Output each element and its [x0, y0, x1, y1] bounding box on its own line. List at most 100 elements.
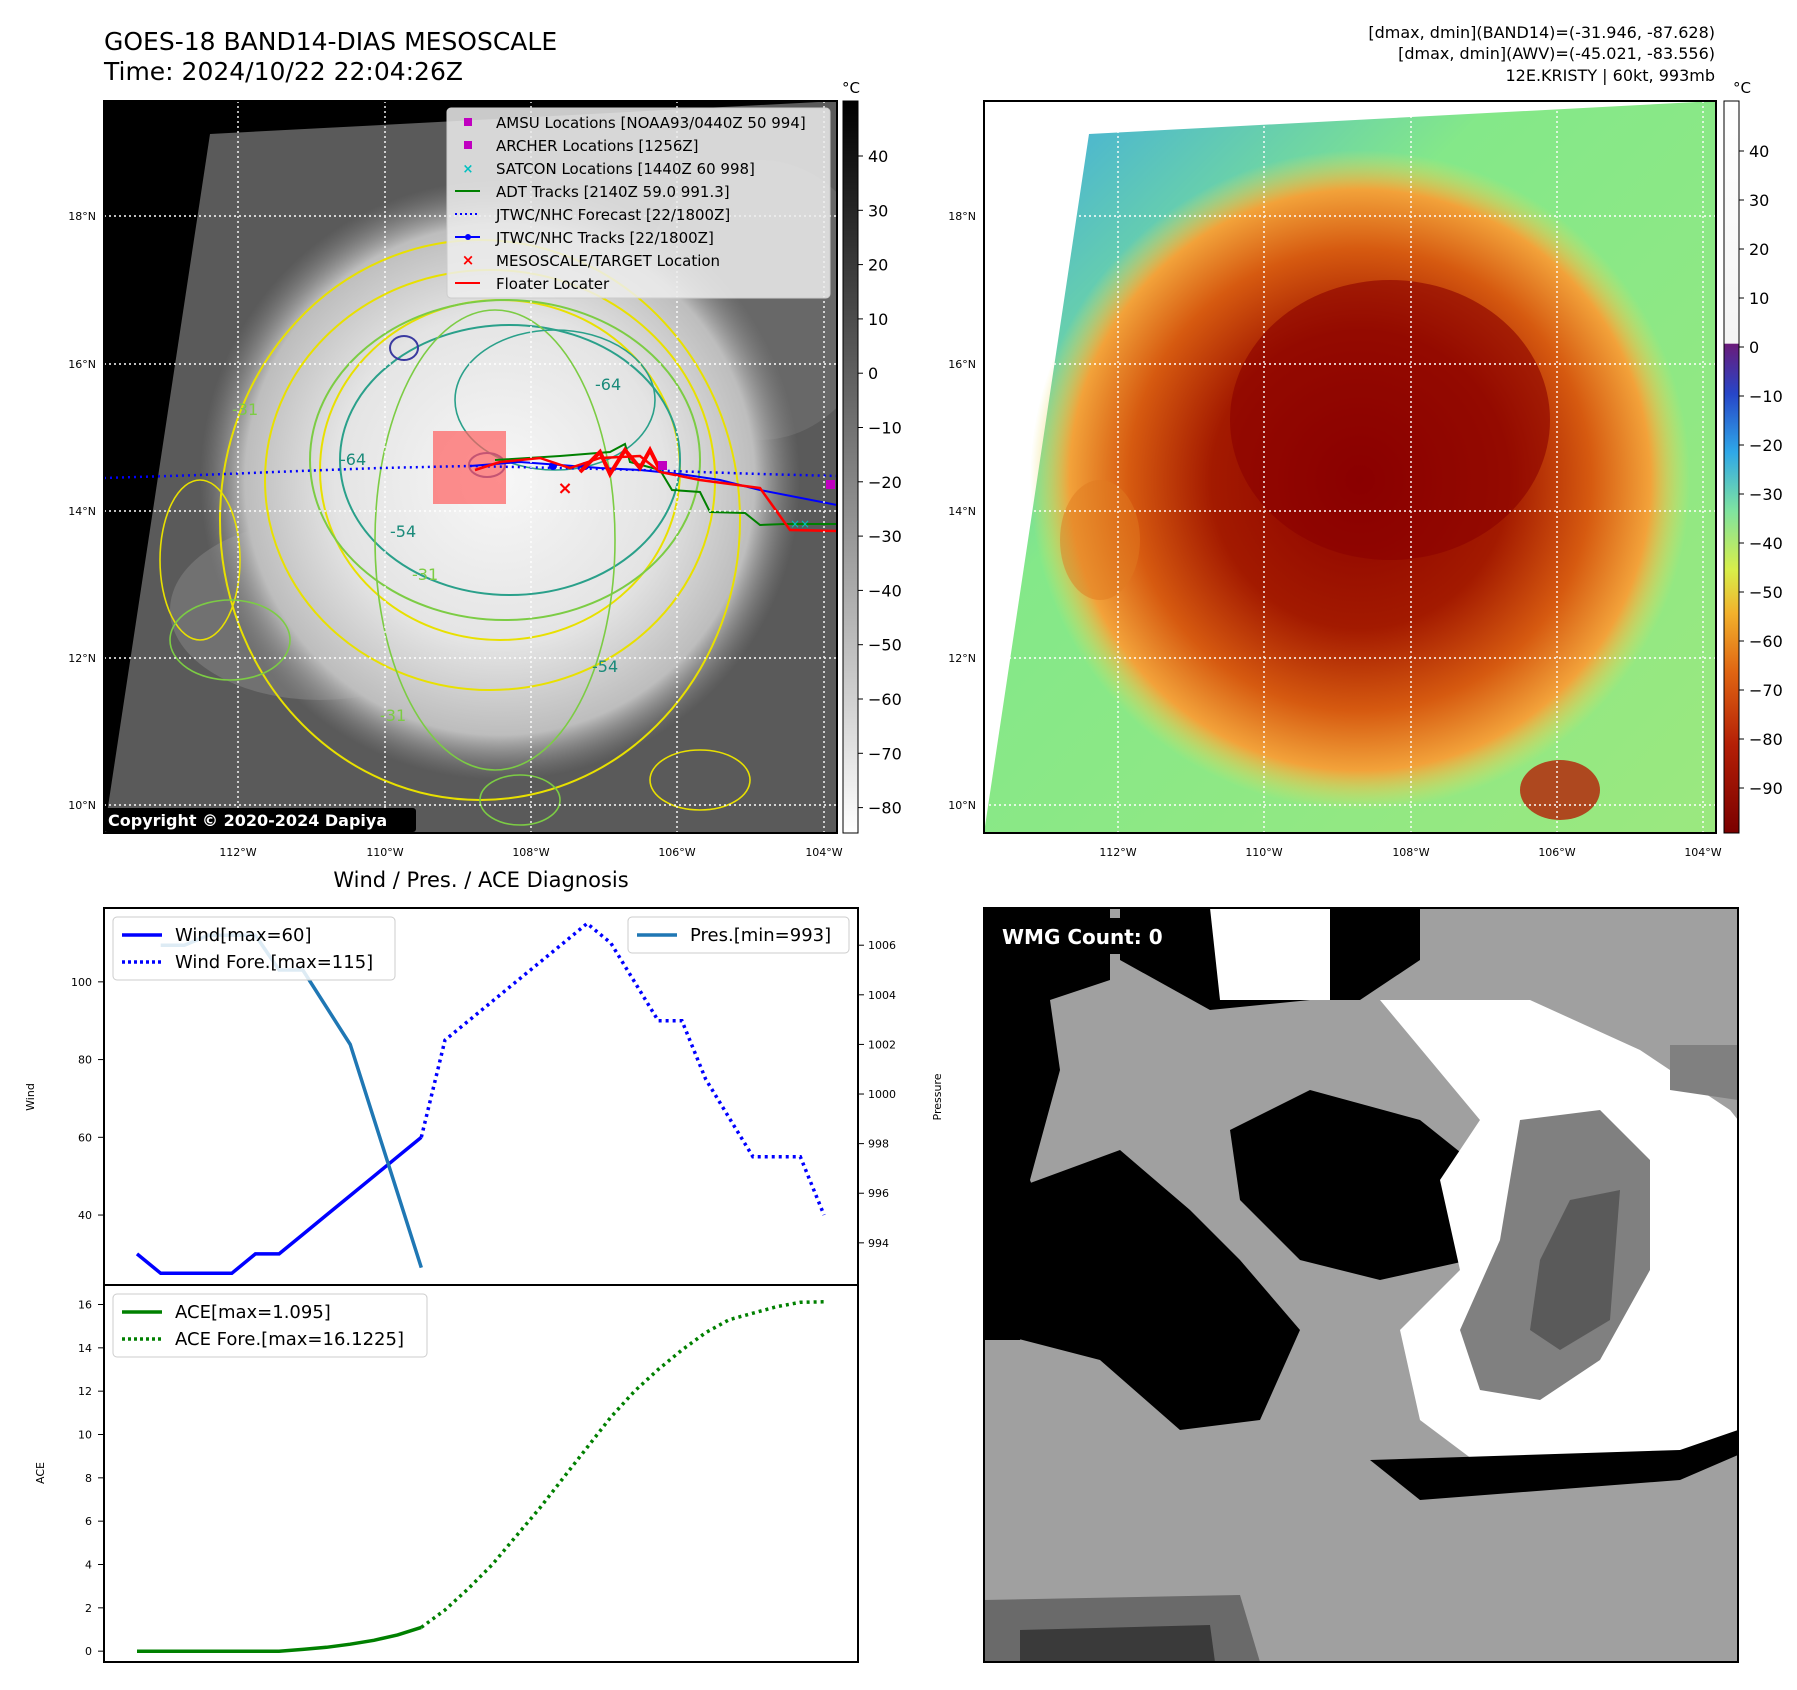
colorbar-unit: °C	[842, 79, 860, 97]
legend-entry: SATCON Locations [1440Z 60 998]	[496, 160, 755, 178]
y-right-tick-label: 1006	[868, 939, 896, 952]
colorbar-tick-label: 40	[1749, 142, 1769, 161]
y-tick-label: 4	[85, 1559, 92, 1572]
lat-label: 16°N	[948, 358, 976, 371]
colorbar-tick-label: 10	[868, 310, 888, 329]
lon-label: 106°W	[658, 846, 695, 859]
band14-stats: [dmax, dmin](BAND14)=(-31.946, -87.628)	[1368, 23, 1715, 42]
lat-label: 14°N	[68, 505, 96, 518]
pressure-axis-label: Pressure	[931, 1073, 944, 1120]
colorbar-unit: °C	[1733, 79, 1751, 97]
colorbar-tick-label: −20	[1749, 436, 1783, 455]
wmg-white-region	[1210, 908, 1330, 1000]
contour-label: -31	[380, 706, 406, 725]
y-tick-label: 10	[78, 1429, 92, 1442]
colorbar-tick-label: −80	[868, 799, 902, 818]
legend-entry: Wind[max=60]	[175, 925, 312, 946]
colorbar-tick-label: 40	[868, 147, 888, 166]
colorbar-tick-label: 0	[1749, 338, 1759, 357]
colorbar-tick-label: 30	[1749, 191, 1769, 210]
lon-label: 108°W	[1392, 846, 1429, 859]
lon-label: 112°W	[1099, 846, 1136, 859]
y-tick-label: 8	[85, 1472, 92, 1485]
lon-label: 106°W	[1538, 846, 1575, 859]
svg-text:×: ×	[463, 162, 474, 177]
contour-label: -31	[232, 400, 258, 419]
lat-label: 16°N	[68, 358, 96, 371]
legend-entry: ARCHER Locations [1256Z]	[496, 137, 699, 155]
series-line-wind-fore-	[419, 921, 826, 1216]
y-tick-label: 60	[78, 1131, 92, 1144]
wind-legend: Wind[max=60] Wind Fore.[max=115]	[112, 916, 396, 981]
dias-map: 18°N 16°N 14°N 12°N 10°N 112°W 110°W 108…	[948, 100, 1722, 859]
ir-map: -64 -64 -54 -31 -54 -31 -31 × ××	[68, 100, 843, 859]
legend-entry: JTWC/NHC Tracks [22/1800Z]	[495, 229, 714, 247]
colorbar-tick-label: −70	[868, 744, 902, 763]
legend-entry: Pres.[min=993]	[690, 925, 831, 946]
ace-legend: ACE[max=1.095] ACE Fore.[max=16.1225]	[112, 1293, 428, 1358]
dias-colorbar: °C 40 30 20 10 0 −10 −20 −30 −40 −50 −60 −70 −80 −90	[1723, 79, 1783, 834]
lat-label: 12°N	[68, 652, 96, 665]
contour-label: -64	[595, 375, 621, 394]
y-tick-label: 14	[78, 1342, 92, 1355]
lon-label: 112°W	[219, 846, 256, 859]
lon-label: 110°W	[1245, 846, 1282, 859]
y-right-tick-label: 998	[868, 1138, 889, 1151]
colorbar-tick-label: −90	[1749, 779, 1783, 798]
y-right-tick-label: 1004	[868, 989, 896, 1002]
colorbar-tick-label: −50	[868, 636, 902, 655]
wind-axis-label: Wind	[24, 1083, 37, 1111]
wind-pressure-chart: Wind Pressure 40 60 80 100 994 996 998 1000 1002…	[24, 907, 944, 1286]
figure-title: GOES-18 BAND14-DIAS MESOSCALE	[104, 27, 557, 56]
y-tick-label: 12	[78, 1385, 92, 1398]
legend-entry: ACE[max=1.095]	[175, 1302, 331, 1323]
pressure-legend: Pres.[min=993]	[627, 916, 850, 954]
colorbar-tick-label: 30	[868, 201, 888, 220]
y-tick-label: 40	[78, 1209, 92, 1222]
copyright: Copyright © 2020-2024 Dapiya	[108, 811, 387, 830]
colorbar-tick-label: −70	[1749, 681, 1783, 700]
awv-stats: [dmax, dmin](AWV)=(-45.021, -83.556)	[1398, 44, 1715, 63]
colorbar-tick-label: −10	[1749, 387, 1783, 406]
wmg-count: WMG Count: 0	[1002, 925, 1163, 949]
contour-label: -54	[390, 522, 416, 541]
lon-label: 104°W	[1684, 846, 1721, 859]
lat-label: 18°N	[68, 210, 96, 223]
floater-track	[474, 454, 837, 533]
colorbar-tick-label: −40	[868, 581, 902, 600]
satcon-marker: ××	[790, 517, 810, 531]
contour-label: -54	[592, 657, 618, 676]
colorbar-tick-label: −30	[1749, 485, 1783, 504]
colorbar-tick-label: 20	[868, 256, 888, 275]
legend-entry: MESOSCALE/TARGET Location	[496, 252, 720, 270]
y-right-tick-label: 996	[868, 1187, 889, 1200]
series-line-ace-fore-	[420, 1300, 825, 1629]
legend-entry: AMSU Locations [NOAA93/0440Z 50 994]	[496, 114, 806, 132]
archer-marker	[826, 480, 835, 489]
lon-label: 104°W	[805, 846, 842, 859]
ir-map-legend: × × AMSU Locations [NOAA93/0440Z 50 994]…	[446, 107, 831, 299]
legend-entry: ACE Fore.[max=16.1225]	[175, 1329, 404, 1350]
lat-label: 10°N	[68, 799, 96, 812]
y-right-tick-label: 994	[868, 1237, 889, 1250]
colorbar-tick-label: 10	[1749, 289, 1769, 308]
legend-entry: ADT Tracks [2140Z 59.0 991.3]	[496, 183, 730, 201]
legend-entry: Wind Fore.[max=115]	[175, 952, 373, 973]
lat-label: 10°N	[948, 799, 976, 812]
y-tick-label: 100	[71, 976, 92, 989]
y-tick-label: 2	[85, 1602, 92, 1615]
y-tick-label: 80	[78, 1054, 92, 1067]
legend-entry: JTWC/NHC Forecast [22/1800Z]	[495, 206, 730, 224]
colorbar-tick-label: −50	[1749, 583, 1783, 602]
colorbar-tick-label: −10	[868, 419, 902, 438]
colorbar-tick-label: −80	[1749, 730, 1783, 749]
ace-chart: ACE 0 2 4 6 8 10 12 14 16 ACE[max=1.095] ACE For…	[34, 1284, 859, 1663]
ace-axis-label: ACE	[34, 1462, 47, 1484]
svg-text:×: ×	[462, 251, 475, 269]
wmg-panel: WMG Count: 0	[983, 907, 1739, 1663]
contour-label: -31	[412, 565, 438, 584]
colorbar-tick-label: 0	[868, 364, 878, 383]
ir-colorbar: °C 40 30 20 10 0 −10 −20 −30 −40 −50 −60 −70 −80	[842, 79, 902, 834]
diagnosis-title: Wind / Pres. / ACE Diagnosis	[333, 868, 628, 892]
legend-entry: Floater Locater	[496, 275, 610, 293]
